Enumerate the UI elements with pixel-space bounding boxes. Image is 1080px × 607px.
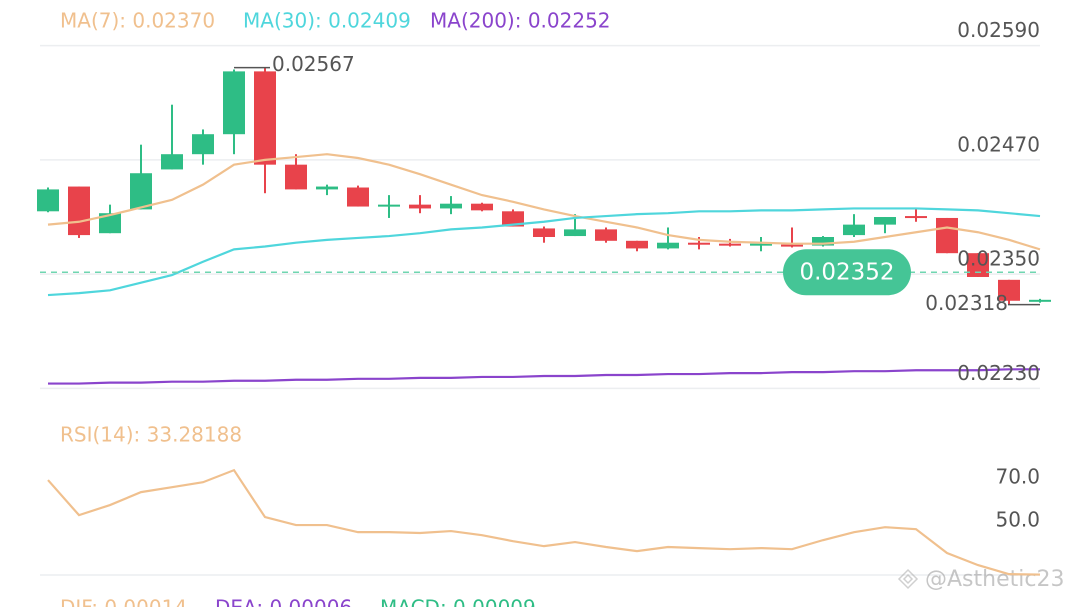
- candle-body: [874, 217, 896, 225]
- candle-body: [781, 244, 803, 247]
- watermark: @Asthetic23: [897, 567, 1064, 592]
- candle-body: [347, 187, 369, 207]
- candle-body: [812, 237, 834, 246]
- candle-body: [905, 216, 927, 219]
- high-marker-label: 0.02567: [272, 52, 355, 76]
- candle-body: [533, 228, 555, 237]
- macd-value: MACD: 0.00009: [380, 596, 536, 607]
- macd-dea: DEA: 0.00006: [215, 596, 352, 607]
- y-tick-label: 0.02470: [957, 132, 1040, 156]
- candle-body: [161, 154, 183, 170]
- candle-body: [285, 164, 307, 190]
- candle-body: [130, 173, 152, 210]
- candle-body: [502, 211, 524, 227]
- candle-body: [843, 224, 865, 236]
- candle-body: [967, 253, 989, 277]
- candle-body: [750, 243, 772, 246]
- rsi-title: RSI(14): 33.28188: [60, 423, 242, 447]
- y-tick-label: 0.02230: [957, 361, 1040, 385]
- y-tick-label: 70.0: [995, 465, 1040, 489]
- candle-body: [254, 71, 276, 165]
- candle-body: [409, 204, 431, 209]
- candle-body: [440, 203, 462, 209]
- candle-body: [564, 229, 586, 237]
- y-tick-label: 0.02590: [957, 18, 1040, 42]
- candle-body: [378, 204, 400, 207]
- candle-body: [192, 134, 214, 155]
- candle-body: [1029, 299, 1051, 302]
- candle-body: [688, 242, 710, 245]
- candle-body: [223, 71, 245, 135]
- candle-body: [471, 203, 493, 211]
- rsi-line: [47, 468, 1041, 576]
- candle-body: [595, 229, 617, 241]
- candle-body: [316, 186, 338, 190]
- candle-body: [936, 217, 958, 254]
- current-price-label: 0.02352: [799, 260, 894, 286]
- ma-line: [47, 207, 1041, 297]
- legend-ma7: MA(7): 0.02370: [60, 9, 215, 33]
- candle-body: [99, 213, 121, 234]
- candle-body: [68, 186, 90, 236]
- ma-line: [47, 153, 1041, 251]
- y-tick-label: 50.0: [995, 508, 1040, 532]
- candle-body: [719, 243, 741, 246]
- candle-body: [37, 189, 59, 212]
- y-tick-label: 0.02350: [957, 247, 1040, 271]
- legend-ma200: MA(200): 0.02252: [430, 9, 611, 33]
- legend-ma30: MA(30): 0.02409: [243, 9, 411, 33]
- watermark-logo: [897, 568, 919, 590]
- macd-dif: DIF: 0.00014: [60, 596, 187, 607]
- watermark-text: @Asthetic23: [925, 567, 1064, 592]
- low-marker-label: 0.02318: [925, 291, 1008, 315]
- candle-body: [998, 279, 1020, 301]
- candle-body: [657, 242, 679, 249]
- current-price-pill: [783, 249, 911, 296]
- ma-line: [48, 368, 1040, 385]
- candle-body: [626, 240, 648, 249]
